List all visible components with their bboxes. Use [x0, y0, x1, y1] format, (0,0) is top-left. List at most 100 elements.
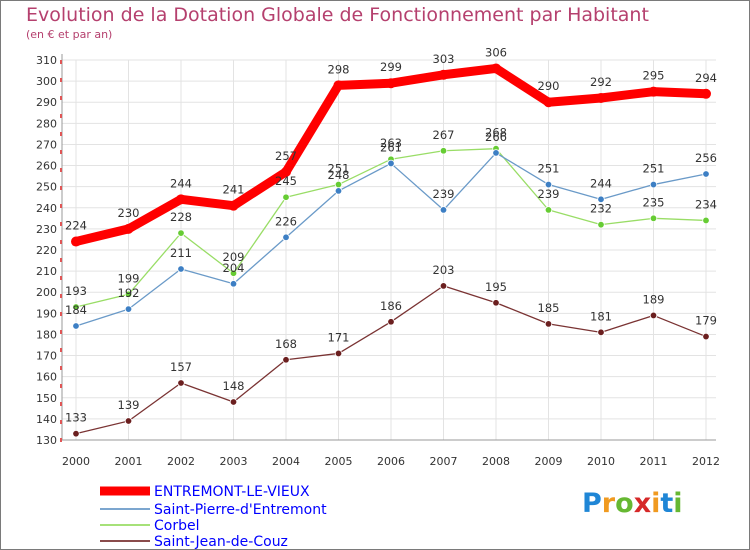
data-label: 267 [433, 128, 455, 142]
data-label: 192 [118, 286, 140, 300]
x-tick-label: 2002 [167, 455, 195, 468]
data-label: 209 [223, 250, 245, 264]
data-label: 203 [433, 263, 455, 277]
data-point [282, 356, 290, 364]
data-point [543, 97, 554, 108]
data-label: 241 [223, 183, 245, 197]
y-tick-label: 150 [36, 392, 57, 405]
grid-layer [62, 59, 716, 441]
data-label: 303 [433, 52, 455, 66]
data-point [438, 69, 449, 80]
data-point [597, 328, 605, 337]
x-tick-label: 2003 [220, 455, 248, 468]
x-tick-label: 2005 [325, 455, 353, 468]
logo-letter: t [660, 488, 674, 519]
data-label: 295 [643, 69, 665, 83]
data-point [229, 280, 238, 288]
data-point [228, 200, 239, 211]
x-tick-label: 2009 [535, 455, 563, 468]
data-label: 139 [118, 398, 140, 412]
y-tick-label: 260 [36, 160, 57, 173]
y-tick-label: 240 [36, 202, 57, 215]
data-point [281, 166, 291, 177]
data-label: 195 [485, 280, 507, 294]
data-point [124, 290, 133, 299]
logo-letter: P [582, 488, 602, 519]
data-point [177, 229, 185, 237]
data-label: 266 [485, 130, 507, 144]
data-point [491, 63, 501, 74]
data-point [387, 318, 395, 326]
x-tick-label: 2010 [587, 455, 615, 468]
y-tick-label: 280 [36, 117, 57, 130]
data-point [597, 220, 605, 229]
data-point [544, 180, 553, 189]
data-label: 171 [328, 330, 350, 344]
logo-letter: o [615, 488, 634, 519]
data-label: 168 [275, 337, 297, 351]
y-tick-label: 270 [36, 138, 57, 151]
data-label: 248 [328, 168, 350, 182]
data-label: 256 [695, 151, 717, 165]
y-tick-label: 230 [36, 223, 57, 236]
legend-label-1: Saint-Pierre-d'Entremont [154, 502, 327, 518]
data-point [648, 86, 659, 97]
data-label: 268 [485, 126, 507, 140]
axis-layer: 130 140 150 160 170 180 190 200 210 220 230 240 250 2… [36, 54, 720, 468]
data-label: 234 [695, 197, 717, 211]
data-point [282, 233, 290, 242]
data-point [72, 429, 80, 438]
y-tick-label: 290 [36, 96, 57, 109]
data-label: 244 [170, 176, 192, 190]
data-label: 179 [695, 314, 717, 328]
data-point [439, 147, 448, 155]
data-label: 263 [380, 136, 402, 150]
legend: ENTREMONT-LE-VIEUX Saint-Pierre-d'Entremo… [100, 484, 327, 550]
data-label: 184 [65, 303, 87, 317]
data-point [649, 311, 658, 320]
y-tick-label: 170 [36, 350, 57, 363]
y-tick-label: 310 [36, 54, 57, 67]
data-label: 133 [65, 411, 87, 425]
data-label: 298 [328, 62, 350, 76]
data-label: 211 [170, 246, 192, 260]
data-point [177, 265, 185, 273]
data-point [702, 216, 710, 225]
data-point [596, 93, 606, 103]
legend-label-2: Corbel [154, 518, 200, 534]
data-point [333, 80, 344, 91]
x-tick-label: 2000 [62, 455, 90, 468]
data-label: 251 [328, 162, 350, 176]
data-point [334, 187, 343, 195]
data-label: 245 [275, 174, 297, 188]
legend-label-0: ENTREMONT-LE-VIEUX [154, 484, 310, 500]
data-label: 230 [118, 206, 140, 220]
data-label: 261 [380, 140, 402, 154]
x-tick-label: 2006 [377, 455, 405, 468]
logo-letter: i [673, 488, 683, 519]
y-tick-label: 210 [36, 265, 57, 278]
data-point [72, 322, 80, 330]
data-label: 251 [643, 162, 665, 176]
x-tick-label: 2011 [640, 455, 668, 468]
chart-title: Evolution de la Dotation Globale de Fonc… [26, 4, 649, 26]
logo-letter: x [633, 488, 652, 519]
data-point [229, 398, 238, 406]
data-label: 186 [380, 299, 402, 313]
data-point [439, 282, 448, 290]
y-tick-label: 180 [36, 328, 57, 341]
data-label: 294 [695, 71, 717, 85]
x-tick-label: 2008 [482, 455, 510, 468]
data-point [544, 206, 553, 214]
data-point [439, 206, 448, 214]
data-point [387, 159, 395, 168]
y-tick-label: 200 [36, 286, 57, 299]
data-label: 244 [590, 176, 612, 190]
data-label: 181 [590, 309, 612, 323]
data-label: 189 [643, 292, 665, 306]
data-label: 251 [538, 162, 560, 176]
legend-label-3: Saint-Jean-de-Couz [154, 534, 288, 550]
data-label: 199 [118, 271, 140, 285]
series-layer [71, 63, 711, 438]
